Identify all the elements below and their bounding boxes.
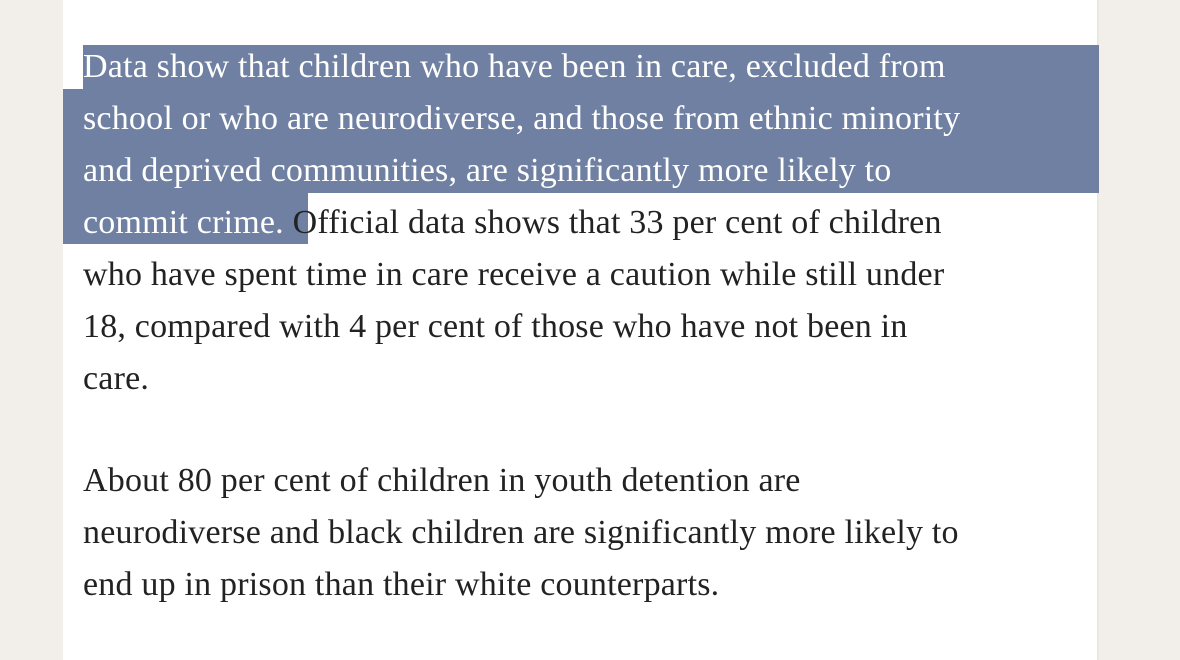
paragraph-line[interactable]: who have spent time in care receive a ca…: [83, 256, 945, 293]
paragraph-line[interactable]: 18, compared with 4 per cent of those wh…: [83, 308, 908, 345]
text-selection-highlight-bottom: [63, 193, 308, 244]
paragraph-line-selected[interactable]: Data show that children who have been in…: [83, 48, 946, 85]
paragraph-line[interactable]: care.: [83, 360, 150, 397]
article-paragraph[interactable]: Data show that children who have been in…: [83, 41, 1083, 405]
paragraph-text-selected[interactable]: commit crime.: [83, 204, 284, 241]
paragraph-line[interactable]: About 80 per cent of children in youth d…: [83, 462, 801, 499]
text-selection-highlight-middle: [63, 89, 1099, 193]
article-paragraph[interactable]: About 80 per cent of children in youth d…: [83, 455, 1083, 611]
paragraph-line[interactable]: end up in prison than their white counte…: [83, 566, 720, 603]
paragraph-line-selected[interactable]: school or who are neurodiverse, and thos…: [83, 100, 961, 137]
article-body: Data show that children who have been in…: [83, 41, 1083, 611]
paragraph-text[interactable]: Official data shows that 33 per cent of …: [283, 204, 942, 241]
text-selection-highlight-top: [83, 45, 1099, 89]
paragraph-line[interactable]: neurodiverse and black children are sign…: [83, 514, 959, 551]
paragraph-line-mixed[interactable]: commit crime. Official data shows that 3…: [83, 197, 1083, 249]
paragraph-line-selected[interactable]: and deprived communities, are significan…: [83, 152, 892, 189]
article-page: Data show that children who have been in…: [63, 0, 1099, 660]
